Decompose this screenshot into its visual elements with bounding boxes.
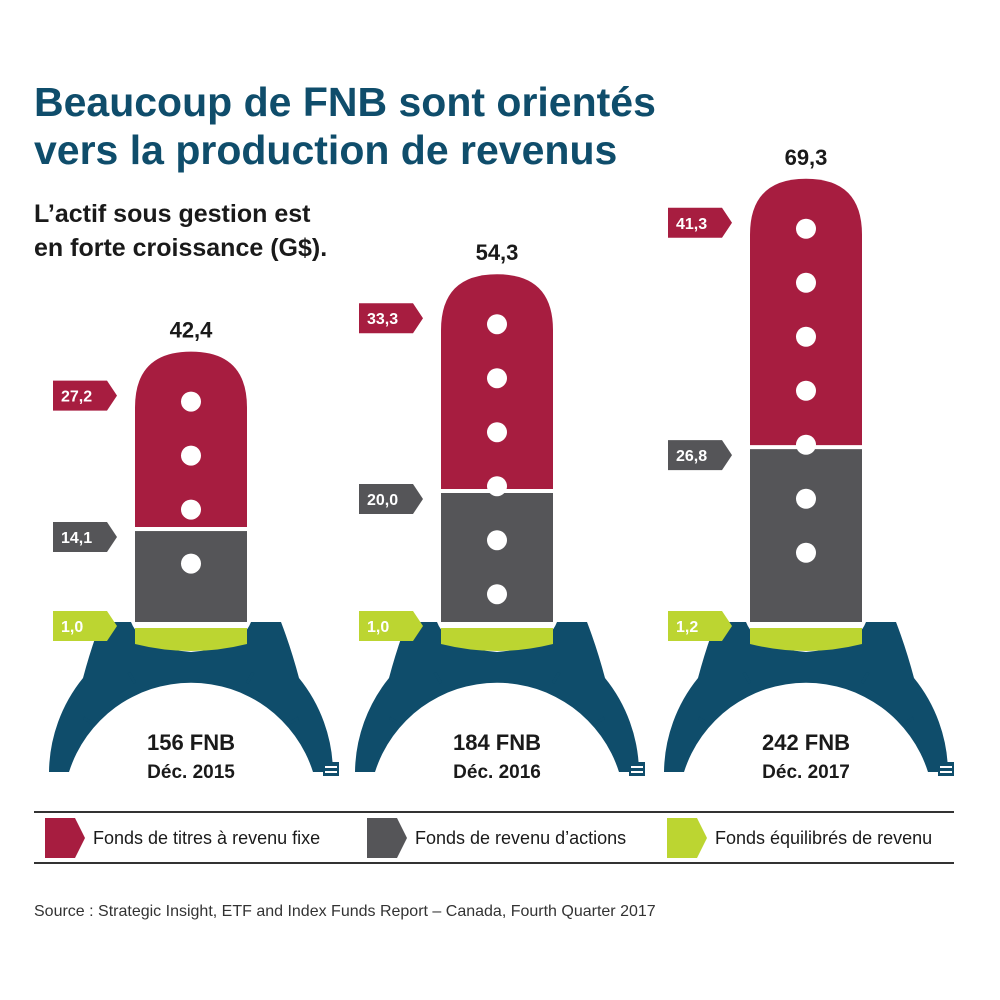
legend-rule-top [34,811,954,813]
value-fixed-income-2-label: 33,3 [367,311,398,328]
strap-hole-3-2 [796,272,816,293]
strap-hole-3-1 [796,218,816,239]
dial-tick-1-1 [82,716,95,726]
total-label-1: 42,4 [170,318,214,343]
value-equity-income-1-tag [53,522,117,553]
value-balanced-3-label: 1,2 [676,619,698,636]
dial-tick-1-5 [287,716,300,726]
value-fixed-income-3-tag [668,207,732,238]
source-note: Source : Strategic Insight, ETF and Inde… [34,903,656,920]
watch-crown-1 [323,762,339,776]
fnb-count-3: 242 FNB [762,730,850,755]
dial-tick-1-4 [245,671,255,684]
strap-hole-3-5 [796,434,816,455]
strap-hole-1-2 [181,445,201,466]
strap-hole-3-7 [796,542,816,563]
strap-hole-3-4 [796,380,816,401]
legend-rule-bottom [34,862,954,864]
value-equity-income-1-label: 14,1 [61,530,92,547]
watch-crown-2 [629,762,645,776]
legend-label-balanced: Fonds équilibrés de revenu [715,827,933,848]
legend-swatch-balanced [667,818,707,858]
strap-hole-1-3 [181,499,201,520]
strap-hole-1-1 [181,391,201,412]
value-equity-income-2-tag [359,484,423,514]
value-balanced-2-label: 1,0 [367,619,389,636]
strap-hole-2-4 [487,476,507,497]
bar-balanced-1 [135,628,247,651]
legend-swatch-fixed-income [45,818,85,858]
legend-label-equity-income: Fonds de revenu d’actions [415,827,627,848]
value-fixed-income-1-label: 27,2 [61,389,92,406]
legend-item-balanced: Fonds équilibrés de revenu [667,818,932,858]
chart-title-line-2: vers la production de revenus [34,127,618,173]
chart-subtitle: L’actif sous gestion est en forte croiss… [34,197,454,265]
strap-hole-2-1 [487,314,507,335]
watch-case-2 [355,622,639,772]
watch-case-1 [49,622,333,772]
bar-equity-income-1 [135,531,247,622]
strap-hole-2-6 [487,584,507,605]
bar-fixed-income-3 [750,178,862,446]
chart-title-line-1: Beaucoup de FNB sont orientés [34,79,656,125]
legend-item-equity-income: Fonds de revenu d’actions [367,818,626,858]
dial-tick-2-5 [593,716,606,726]
value-equity-income-2-label: 20,0 [367,492,398,509]
value-equity-income-3-label: 26,8 [676,448,707,465]
legend-label-fixed-income: Fonds de titres à revenu fixe [93,827,321,848]
fnb-count-2: 184 FNB [453,730,541,755]
dial-tick-2-2 [433,671,443,684]
value-balanced-3-tag [668,611,732,641]
bar-balanced-3 [750,628,862,651]
watch-bar-chart: 42,4 27,2 14,1 1,0 156 FNB Déc. 2015 54,3 33,3 2… [49,145,954,783]
fnb-count-1: 156 FNB [147,730,235,755]
value-balanced-2-tag [359,611,423,641]
value-balanced-1-tag [53,611,117,641]
dial-tick-3-2 [742,671,752,684]
category-label-3: Déc. 2017 [762,762,850,783]
total-label-2: 54,3 [476,240,519,265]
bar-fixed-income-1 [135,351,247,528]
legend-arrow-equity-income [367,818,407,858]
category-label-2: Déc. 2016 [453,762,541,783]
dial-tick-2-4 [551,671,561,684]
legend-arrow-balanced [667,818,707,858]
chart-subtitle-line-1: L’actif sous gestion est [34,200,311,228]
total-label-3: 69,3 [785,145,828,170]
strap-hole-2-5 [487,530,507,551]
value-fixed-income-1-tag [53,380,117,411]
category-label-1: Déc. 2015 [147,762,235,783]
strap-hole-2-2 [487,368,507,389]
chart-subtitle-line-2: en forte croissance (G$). [34,234,328,262]
bar-equity-income-3 [750,449,862,622]
value-fixed-income-2-tag [359,303,423,334]
dial-tick-3-5 [902,716,915,726]
value-fixed-income-3-label: 41,3 [676,216,707,233]
dial-tick-1-2 [127,671,137,684]
strap-hole-2-3 [487,422,507,443]
strap-hole-3-3 [796,326,816,347]
watch-case-3 [664,622,948,772]
dial-tick-3-4 [860,671,870,684]
watch-crown-3 [938,762,954,776]
chart-title: Beaucoup de FNB sont orientés vers la pr… [34,78,734,174]
legend-item-fixed-income: Fonds de titres à revenu fixe [45,818,320,858]
value-balanced-1-label: 1,0 [61,619,83,636]
legend-arrow-fixed-income [45,818,85,858]
dial-tick-3-1 [697,716,710,726]
legend-swatch-equity-income [367,818,407,858]
strap-hole-1-4 [181,553,201,574]
value-equity-income-3-tag [668,440,732,471]
strap-hole-3-6 [796,488,816,509]
bar-balanced-2 [441,628,553,651]
dial-tick-2-1 [388,716,401,726]
